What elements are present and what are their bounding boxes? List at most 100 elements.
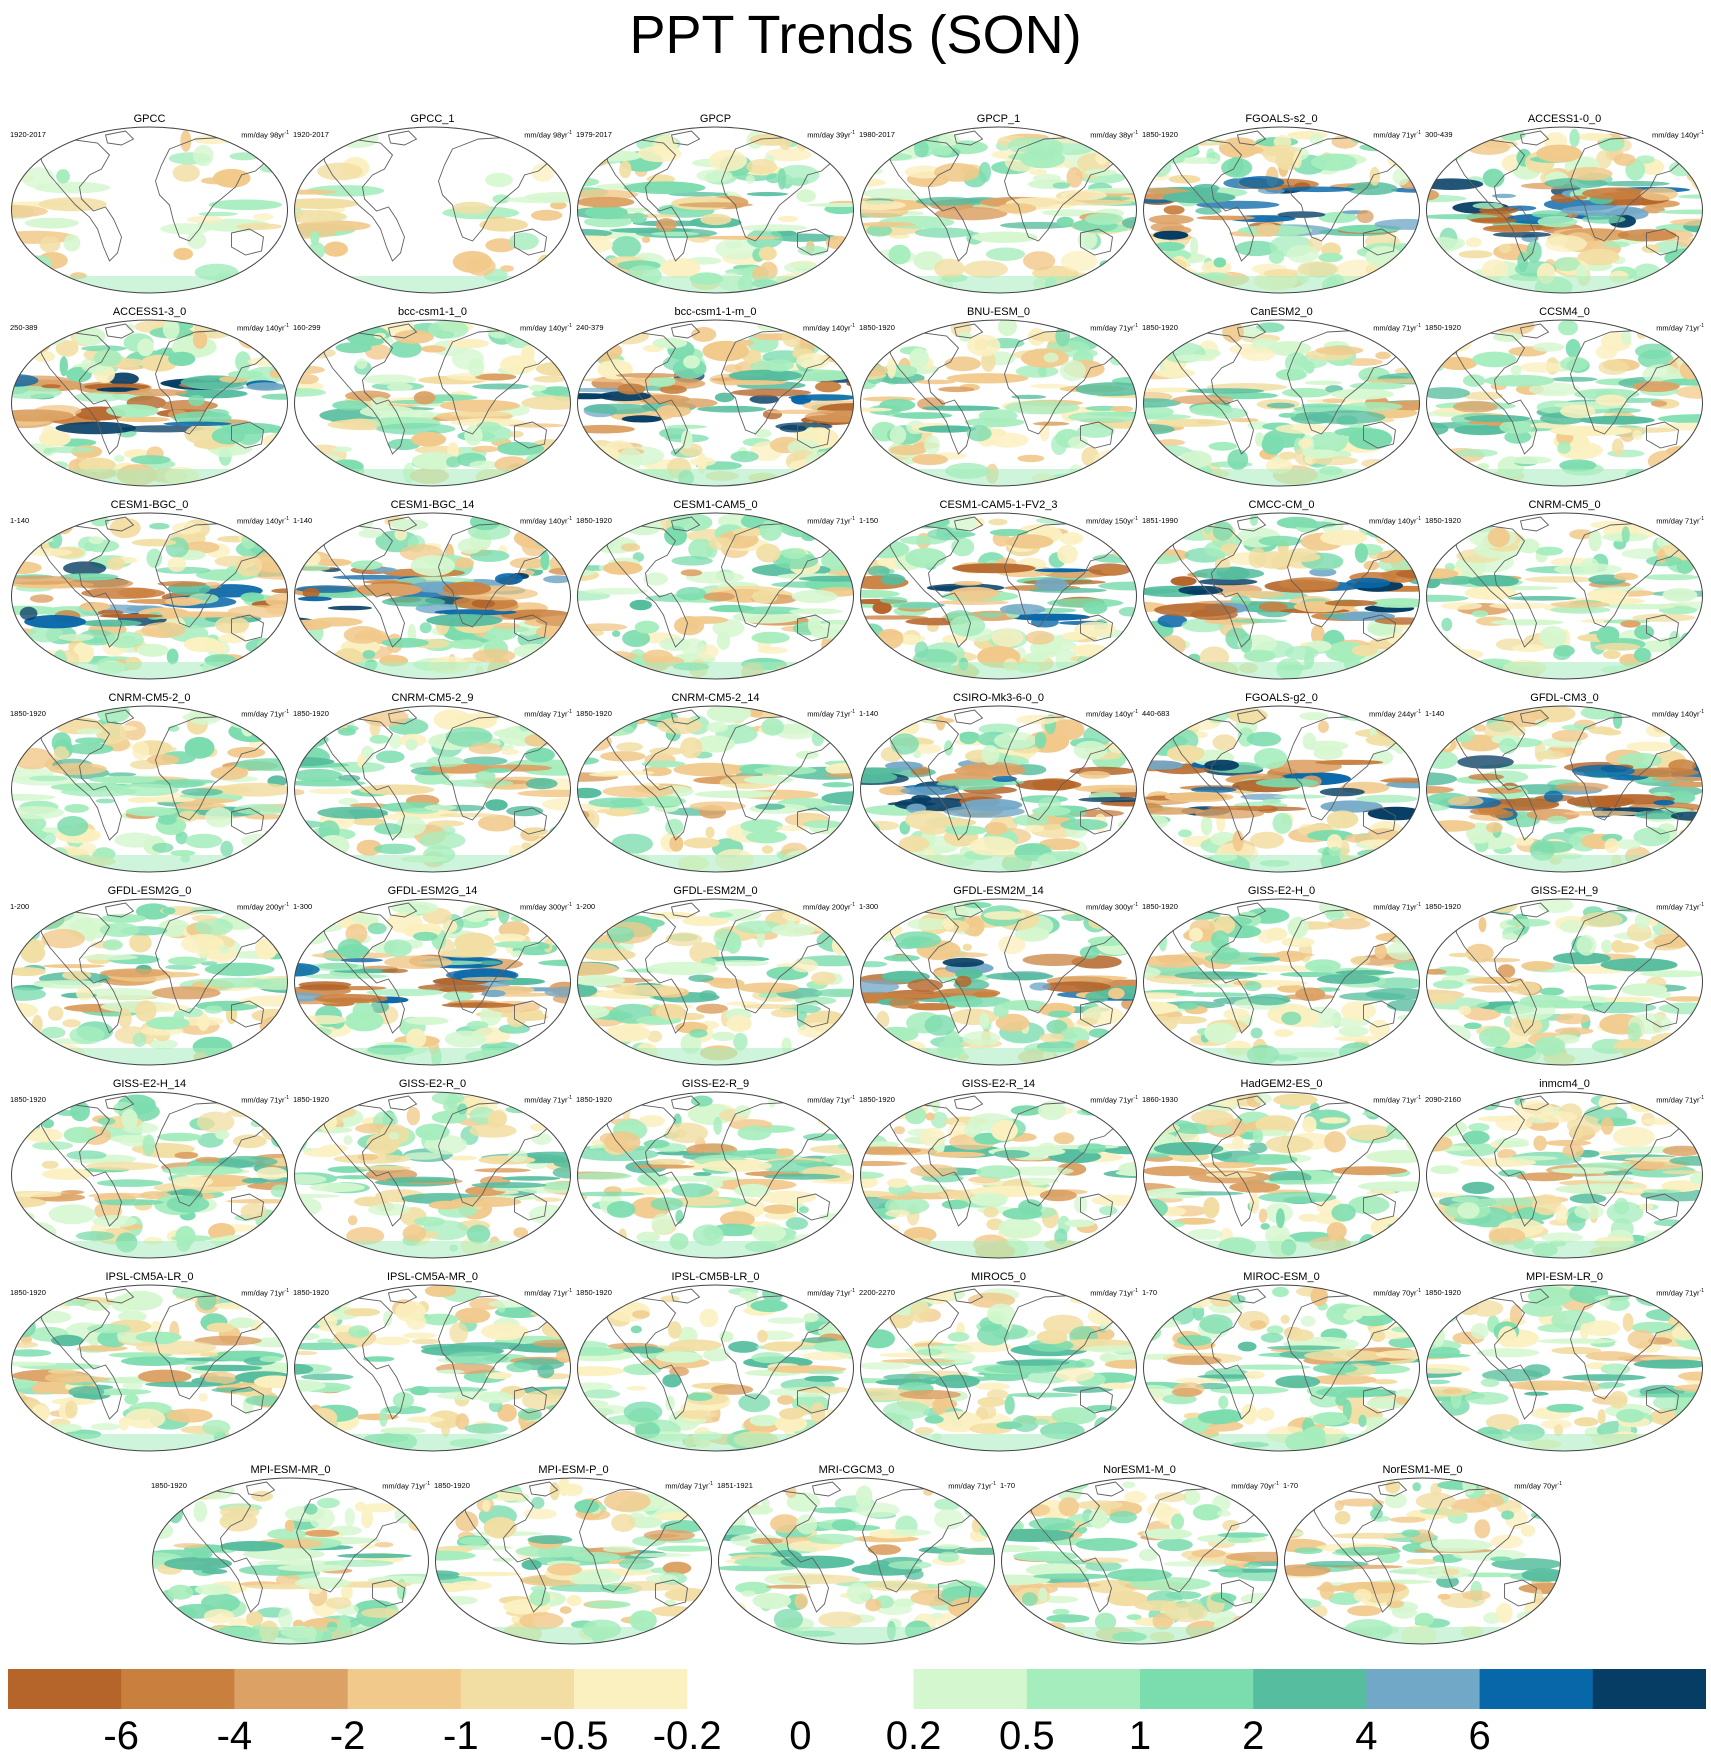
panel-units-exponent: -1 (1133, 902, 1138, 908)
panel-title: MIROC-ESM_0 (1243, 1271, 1320, 1283)
panel-units-text: mm/day 71yr (1090, 323, 1134, 333)
colorbar-tick-label: 6 (1468, 1714, 1491, 1758)
panel-title: CCSM4_0 (1539, 306, 1590, 318)
panel-units-text: mm/day 140yr (520, 323, 568, 333)
panel-units-text: mm/day 71yr (524, 709, 568, 719)
panel-year-range: 240-379 (576, 323, 604, 332)
panel-units: mm/day 200yr-1 (237, 900, 289, 913)
panel-title: GFDL-ESM2M_0 (673, 885, 758, 897)
panel-units-text: mm/day 200yr (237, 902, 285, 912)
colorbar-tick-label: 0.5 (998, 1714, 1055, 1758)
panel-units: mm/day 71yr-1 (1373, 128, 1421, 141)
panel-year-range: 1980-2017 (859, 130, 895, 139)
panel-units-exponent: -1 (284, 902, 289, 908)
map-panel: CNRM-CM5_0 1850-1920 mm/day 71yr-1 (1423, 498, 1706, 683)
colorbar-segment (8, 1669, 122, 1709)
map-panel: MPI-ESM-MR_0 1850-1920 mm/day 71yr-1 (149, 1463, 432, 1648)
panel-units: mm/day 71yr-1 (948, 1479, 996, 1492)
map-panel: GFDL-CM3_0 1-140 mm/day 140yr-1 (1423, 691, 1706, 876)
panel-units-exponent: -1 (567, 1288, 572, 1294)
panel-title: MIROC5_0 (970, 1271, 1027, 1283)
world-map (294, 319, 571, 487)
panel-year-range: 160-299 (293, 323, 321, 332)
panel-title: bcc-csm1-1_0 (397, 306, 468, 318)
panel-title: MRI-CGCM3_0 (818, 1464, 895, 1476)
panel-year-range: 1979-2017 (576, 130, 612, 139)
panel-units: mm/day 71yr-1 (807, 514, 855, 527)
panel-units-exponent: -1 (850, 130, 855, 136)
world-map (577, 319, 854, 487)
world-map (1143, 512, 1420, 680)
panel-units-text: mm/day 71yr (1373, 902, 1417, 912)
panel-units-text: mm/day 140yr (803, 323, 851, 333)
panel-units-exponent: -1 (1699, 516, 1704, 522)
map-panel: GPCP 1979-2017 mm/day 39yr-1 (574, 112, 857, 297)
panel-year-range: 1850-1920 (1425, 1288, 1461, 1297)
panel-title: GISS-E2-H_9 (1530, 885, 1599, 897)
panel-year-range: 2200-2270 (859, 1288, 895, 1297)
panel-year-range: 1-200 (576, 902, 596, 911)
panel-units-exponent: -1 (284, 516, 289, 522)
panel-title: HadGEM2-ES_0 (1240, 1078, 1323, 1090)
panel-units: mm/day 38yr-1 (1090, 128, 1138, 141)
panel-year-range: 1-70 (1142, 1288, 1158, 1297)
map-panel: GPCC 1920-2017 mm/day 98yr-1 (8, 112, 291, 297)
panel-units: mm/day 71yr-1 (1090, 1093, 1138, 1106)
map-panel: CCSM4_0 1850-1920 mm/day 71yr-1 (1423, 305, 1706, 490)
panel-units-exponent: -1 (567, 902, 572, 908)
colorbar-tick-label: -6 (103, 1714, 139, 1758)
world-map (11, 898, 288, 1066)
world-map (11, 1091, 288, 1259)
world-map (1426, 705, 1703, 873)
world-map (577, 705, 854, 873)
panel-units-exponent: -1 (567, 130, 572, 136)
panel-title: CMCC-CM_0 (1248, 499, 1315, 511)
map-panel: GISS-E2-H_14 1850-1920 mm/day 71yr-1 (8, 1077, 291, 1262)
world-map (577, 1091, 854, 1259)
map-panel: MPI-ESM-LR_0 1850-1920 mm/day 71yr-1 (1423, 1270, 1706, 1455)
panel-title: ACCESS1-0_0 (1527, 113, 1602, 125)
panel-year-range: 1850-1920 (576, 709, 612, 718)
world-map (1143, 126, 1420, 294)
panel-units-text: mm/day 71yr (241, 1095, 285, 1105)
panel-units-text: mm/day 71yr (807, 516, 851, 526)
panel-year-range: 1-70 (1000, 1481, 1016, 1490)
panel-units: mm/day 140yr-1 (1652, 128, 1704, 141)
panel-units-exponent: -1 (850, 516, 855, 522)
world-map (294, 1284, 571, 1452)
panel-title: NorESM1-M_0 (1103, 1464, 1176, 1476)
panel-units-exponent: -1 (1133, 1095, 1138, 1101)
panel-units-text: mm/day 200yr (803, 902, 851, 912)
panel-year-range: 1851-1921 (717, 1481, 753, 1490)
map-panel: CNRM-CM5-2_9 1850-1920 mm/day 71yr-1 (291, 691, 574, 876)
panel-units-exponent: -1 (1133, 516, 1138, 522)
panel-units-text: mm/day 71yr (807, 1288, 851, 1298)
colorbar-tick-label: 0.2 (885, 1714, 942, 1758)
panel-year-range: 1920-2017 (10, 130, 46, 139)
map-panel: MPI-ESM-P_0 1850-1920 mm/day 71yr-1 (432, 1463, 715, 1648)
map-panel: GPCP_1 1980-2017 mm/day 38yr-1 (857, 112, 1140, 297)
colorbar-tick-label: -2 (329, 1714, 366, 1758)
world-map (294, 126, 571, 294)
panel-units-exponent: -1 (284, 1095, 289, 1101)
panel-units-exponent: -1 (567, 709, 572, 715)
panel-units: mm/day 71yr-1 (1656, 321, 1704, 334)
panel-units-exponent: -1 (1416, 1095, 1421, 1101)
panel-year-range: 1850-1920 (576, 516, 612, 525)
colorbar-segment (460, 1669, 575, 1709)
world-map (1426, 319, 1703, 487)
panel-year-range: 1850-1920 (1142, 130, 1178, 139)
panel-year-range: 1851-1990 (1142, 516, 1178, 525)
panel-units: mm/day 71yr-1 (524, 1093, 572, 1106)
colorbar-tick-label: 2 (1242, 1714, 1265, 1758)
panel-year-range: 1850-1920 (1142, 902, 1178, 911)
panel-units: mm/day 71yr-1 (241, 1093, 289, 1106)
map-panel: GFDL-ESM2G_0 1-200 mm/day 200yr-1 (8, 884, 291, 1069)
map-panel: CMCC-CM_0 1851-1990 mm/day 140yr-1 (1140, 498, 1423, 683)
panel-title: GFDL-ESM2G_0 (107, 885, 192, 897)
panel-units-exponent: -1 (991, 1481, 996, 1487)
panel-year-range: 1-200 (10, 902, 30, 911)
panel-year-range: 300-439 (1425, 130, 1453, 139)
world-map (1426, 1091, 1703, 1259)
